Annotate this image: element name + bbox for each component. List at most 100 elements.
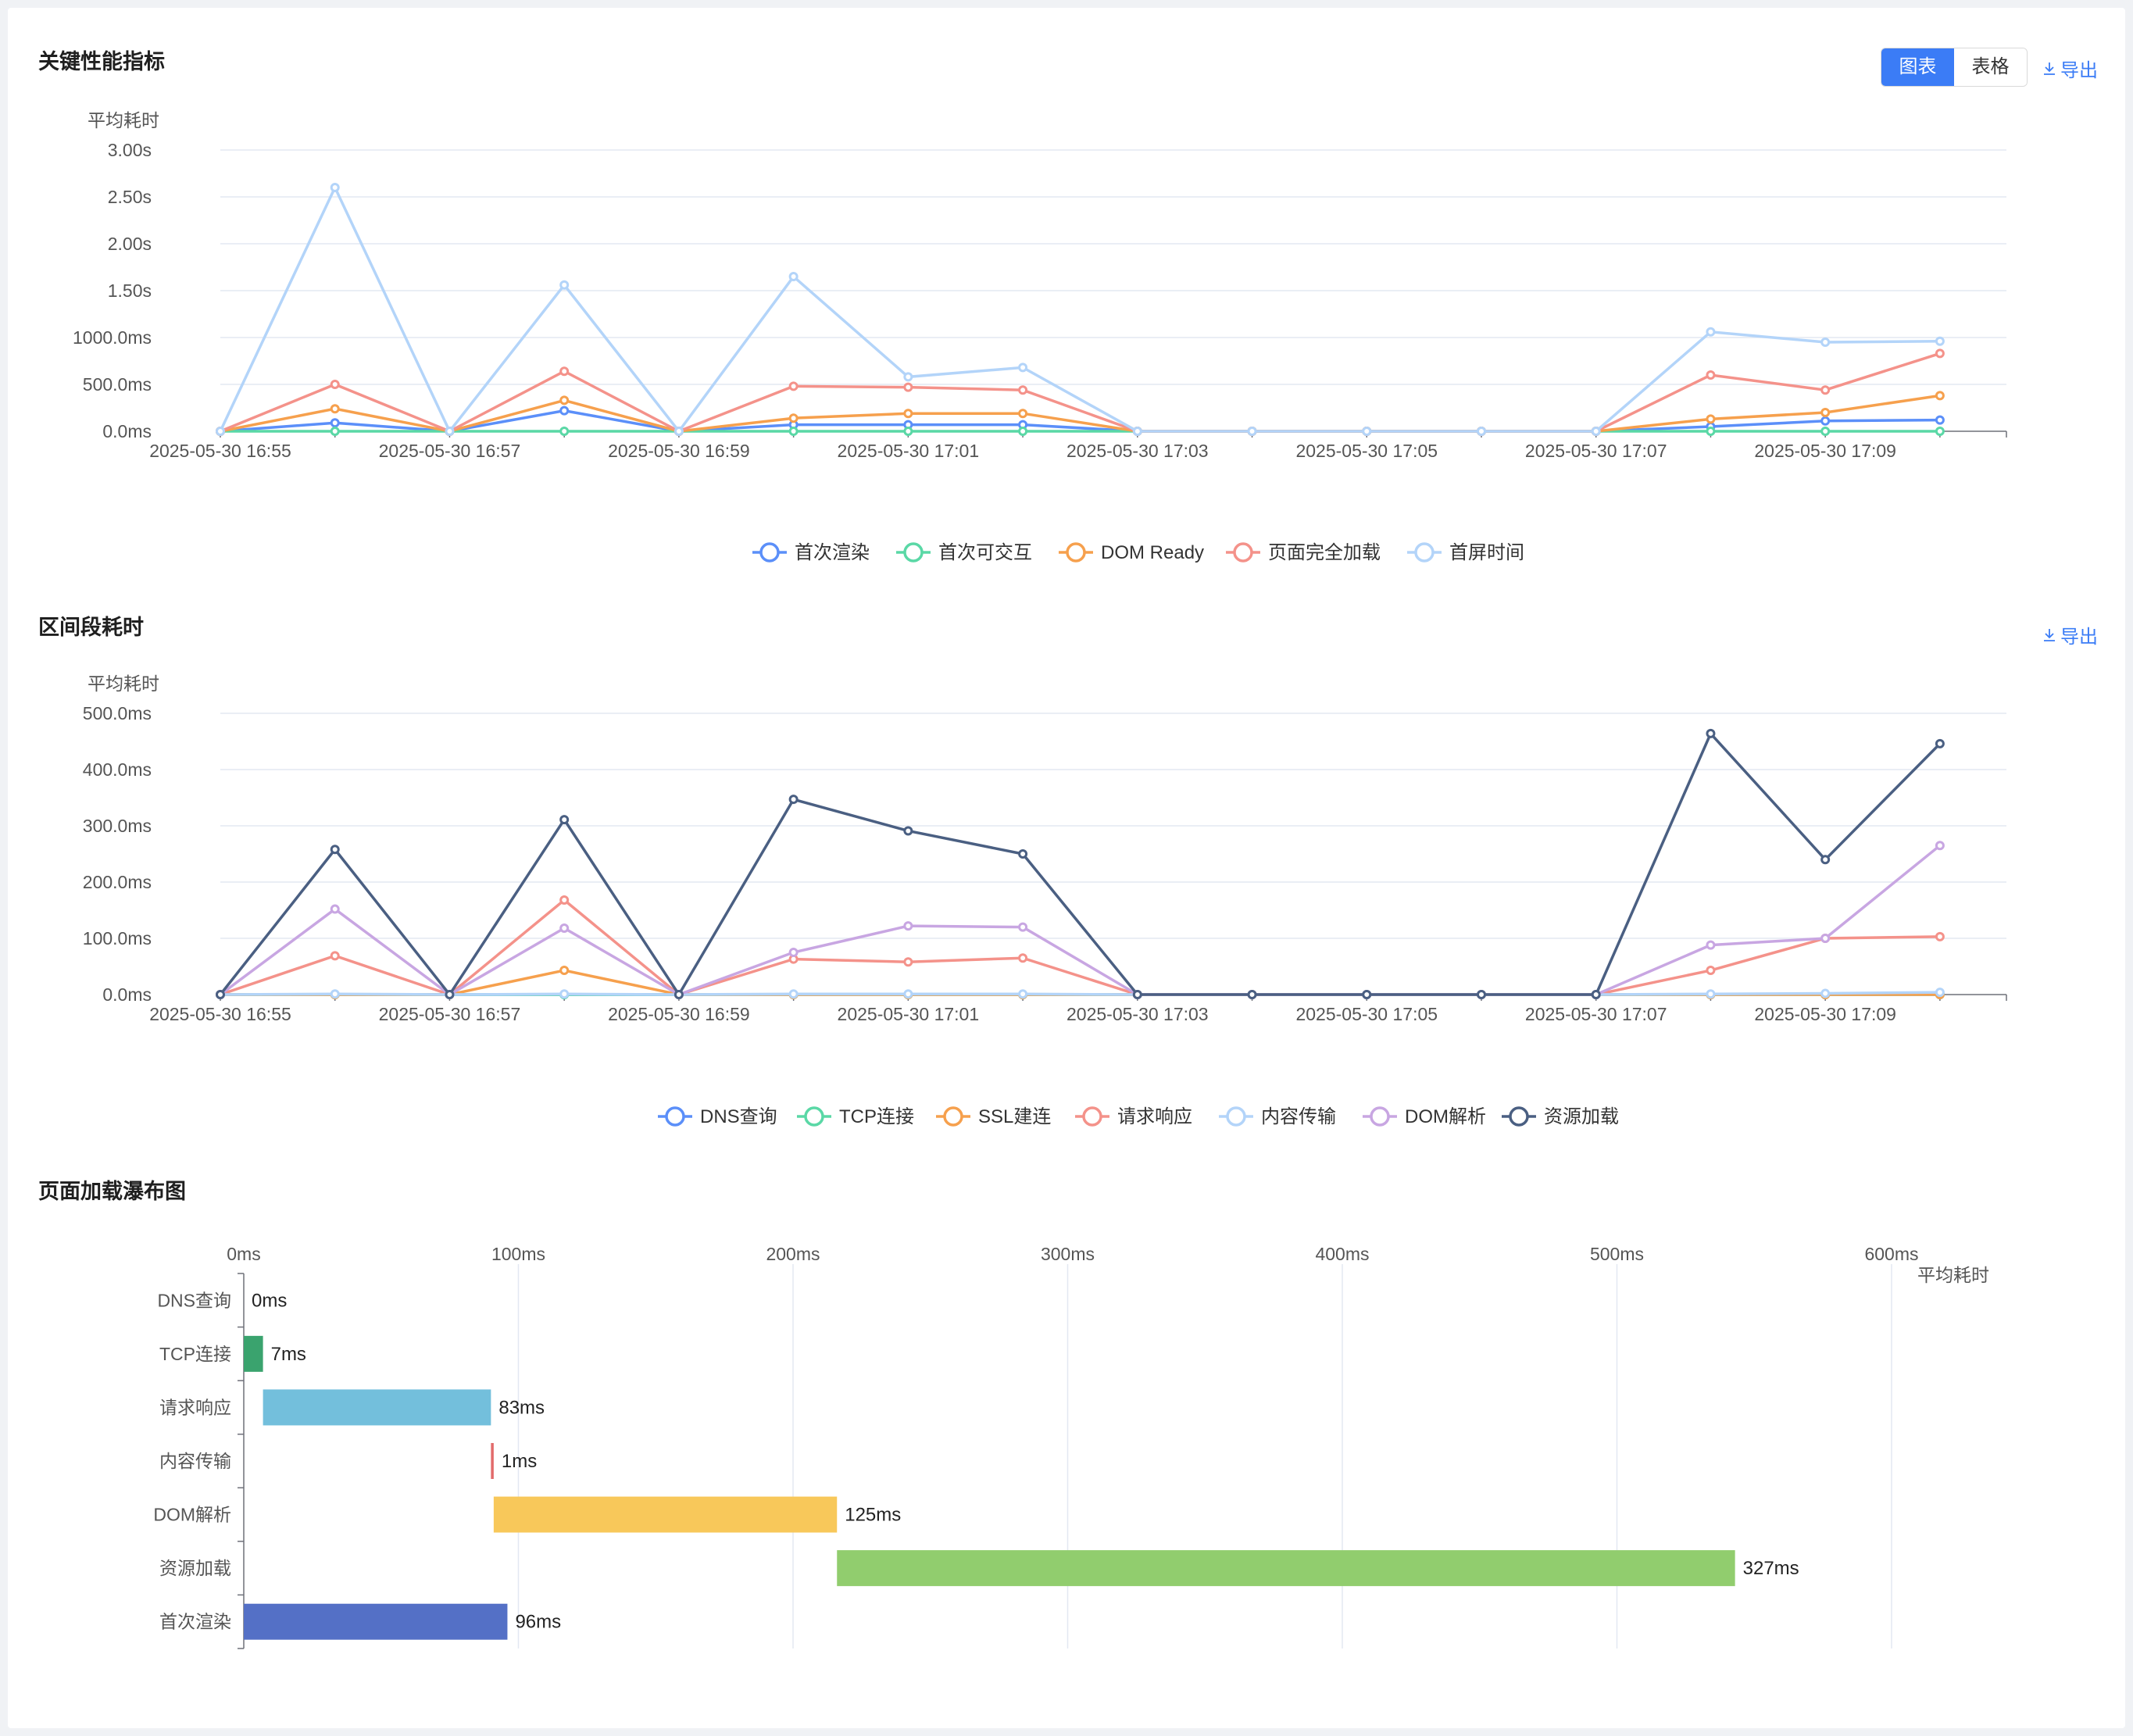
interval-data-point bbox=[788, 795, 799, 805]
waterfall-value-label: 96ms bbox=[515, 1612, 561, 1633]
kpi-data-point bbox=[1820, 427, 1831, 436]
interval-legend-item: SSL建连 bbox=[936, 1106, 1051, 1127]
interval-data-point bbox=[1018, 849, 1028, 859]
kpi-ylabel: 平均耗时 bbox=[88, 110, 159, 130]
interval-ylabel: 平均耗时 bbox=[88, 673, 159, 694]
kpi-data-point bbox=[903, 427, 913, 436]
chart-view-button[interactable]: 图表 bbox=[1881, 48, 1954, 86]
kpi-ytick-label: 0.0ms bbox=[102, 421, 152, 441]
kpi-xtick-label: 2025-05-30 16:59 bbox=[608, 441, 750, 461]
kpi-legend-marker bbox=[1233, 542, 1253, 563]
kpi-xtick-label: 2025-05-30 17:09 bbox=[1754, 441, 1896, 461]
interval-data-point bbox=[330, 989, 340, 999]
interval-ytick-label: 300.0ms bbox=[83, 816, 152, 836]
kpi-data-point bbox=[330, 427, 340, 436]
waterfall-category-label: DNS查询 bbox=[157, 1290, 231, 1310]
kpi-ytick-label: 2.50s bbox=[108, 187, 152, 207]
kpi-data-point bbox=[1935, 391, 1945, 401]
interval-legend-item: 请求响应 bbox=[1075, 1106, 1192, 1127]
waterfall-bar bbox=[244, 1335, 263, 1372]
kpi-data-point bbox=[330, 404, 340, 414]
kpi-series-line bbox=[219, 184, 1940, 434]
kpi-legend-label: 首次渲染 bbox=[795, 542, 870, 563]
interval-xtick-label: 2025-05-30 16:55 bbox=[149, 1004, 291, 1024]
kpi-data-point bbox=[559, 427, 570, 436]
interval-legend-marker bbox=[1226, 1106, 1246, 1127]
kpi-ytick-label: 1000.0ms bbox=[73, 327, 152, 348]
interval-xtick-label: 2025-05-30 17:01 bbox=[838, 1004, 980, 1024]
charts-canvas: 平均耗时 0.0ms 500.0ms 1000.0ms 1.50s 2.00s 2.50s 3… bbox=[73, 110, 2007, 1649]
kpi-ytick-label: 1.50s bbox=[108, 280, 152, 301]
kpi-data-point bbox=[216, 427, 225, 436]
waterfall-value-label: 327ms bbox=[1743, 1558, 1799, 1579]
interval-legend-item: DOM解析 bbox=[1363, 1106, 1486, 1127]
kpi-data-point bbox=[445, 427, 455, 436]
kpi-xtick-label: 2025-05-30 16:57 bbox=[379, 441, 521, 461]
kpi-data-point bbox=[559, 405, 570, 416]
waterfall-xtick-label: 100ms bbox=[491, 1244, 545, 1264]
kpi-data-point bbox=[1591, 427, 1601, 436]
interval-section-title: 区间段耗时 bbox=[38, 616, 144, 639]
kpi-data-point bbox=[1706, 327, 1716, 337]
interval-xtick-label: 2025-05-30 17:03 bbox=[1066, 1004, 1209, 1024]
interval-export-label: 导出 bbox=[2060, 627, 2098, 648]
interval-legend-label: DNS查询 bbox=[700, 1106, 777, 1127]
waterfall-value-label: 83ms bbox=[498, 1397, 545, 1418]
kpi-data-point bbox=[1018, 363, 1028, 373]
waterfall-xtick-label: 400ms bbox=[1315, 1244, 1369, 1264]
kpi-series-line bbox=[220, 409, 1940, 433]
waterfall-category-label: TCP连接 bbox=[159, 1344, 231, 1364]
interval-series-line bbox=[219, 730, 1942, 998]
kpi-legend-item: 首屏时间 bbox=[1407, 542, 1524, 563]
interval-data-point bbox=[1476, 990, 1486, 999]
interval-data-point bbox=[445, 990, 455, 999]
interval-data-point bbox=[673, 990, 684, 999]
waterfall-value-label: 0ms bbox=[252, 1290, 287, 1311]
interval-data-point bbox=[1820, 855, 1831, 865]
interval-data-point bbox=[330, 845, 340, 855]
kpi-data-point bbox=[903, 372, 913, 382]
interval-data-point bbox=[1247, 990, 1257, 999]
interval-legend-label: DOM解析 bbox=[1405, 1106, 1486, 1127]
kpi-data-point bbox=[559, 366, 570, 377]
waterfall-bar bbox=[244, 1603, 508, 1640]
waterfall-value-label: 125ms bbox=[845, 1505, 901, 1526]
interval-ytick-label: 100.0ms bbox=[83, 928, 152, 948]
kpi-section-title: 关键性能指标 bbox=[38, 50, 165, 73]
waterfall-category-label: 请求响应 bbox=[159, 1397, 231, 1417]
table-view-button[interactable]: 表格 bbox=[1954, 48, 2027, 86]
kpi-xtick-label: 2025-05-30 17:07 bbox=[1525, 441, 1667, 461]
interval-xtick-label: 2025-05-30 17:07 bbox=[1525, 1004, 1667, 1024]
kpi-legend-marker bbox=[903, 542, 924, 563]
interval-legend-label: 资源加载 bbox=[1544, 1106, 1619, 1127]
interval-series-line bbox=[220, 969, 1940, 996]
interval-legend-label: SSL建连 bbox=[978, 1106, 1051, 1127]
kpi-data-point bbox=[903, 382, 913, 392]
kpi-export-button[interactable]: 导出 bbox=[2042, 55, 2098, 82]
interval-data-point bbox=[559, 966, 570, 976]
interval-xtick-label: 2025-05-30 17:05 bbox=[1295, 1004, 1438, 1024]
kpi-data-point bbox=[1820, 416, 1831, 426]
kpi-data-point bbox=[1935, 348, 1945, 359]
kpi-series-line bbox=[220, 352, 1941, 433]
interval-legend-item: 内容传输 bbox=[1219, 1106, 1336, 1127]
interval-xtick-label: 2025-05-30 17:09 bbox=[1754, 1004, 1896, 1024]
kpi-data-point bbox=[788, 427, 799, 436]
kpi-legend-item: 页面完全加载 bbox=[1226, 542, 1381, 563]
view-toggle: 图表 表格 bbox=[1881, 48, 2028, 87]
interval-data-point bbox=[1706, 989, 1716, 999]
interval-data-point bbox=[559, 895, 570, 906]
kpi-export-label: 导出 bbox=[2060, 60, 2098, 81]
interval-export-button[interactable]: 导出 bbox=[2042, 621, 2098, 648]
kpi-ytick-label: 2.00s bbox=[108, 234, 152, 254]
interval-data-point bbox=[788, 948, 799, 957]
download-icon bbox=[2044, 628, 2055, 641]
waterfall-section-title: 页面加载瀑布图 bbox=[38, 1180, 186, 1203]
interval-data-point bbox=[1018, 953, 1028, 963]
kpi-data-point bbox=[330, 418, 340, 428]
interval-legend-marker bbox=[665, 1106, 685, 1127]
interval-data-point bbox=[788, 989, 799, 999]
kpi-legend-marker bbox=[1414, 542, 1435, 563]
interval-legend-marker bbox=[1082, 1106, 1102, 1127]
interval-data-point bbox=[559, 989, 570, 999]
